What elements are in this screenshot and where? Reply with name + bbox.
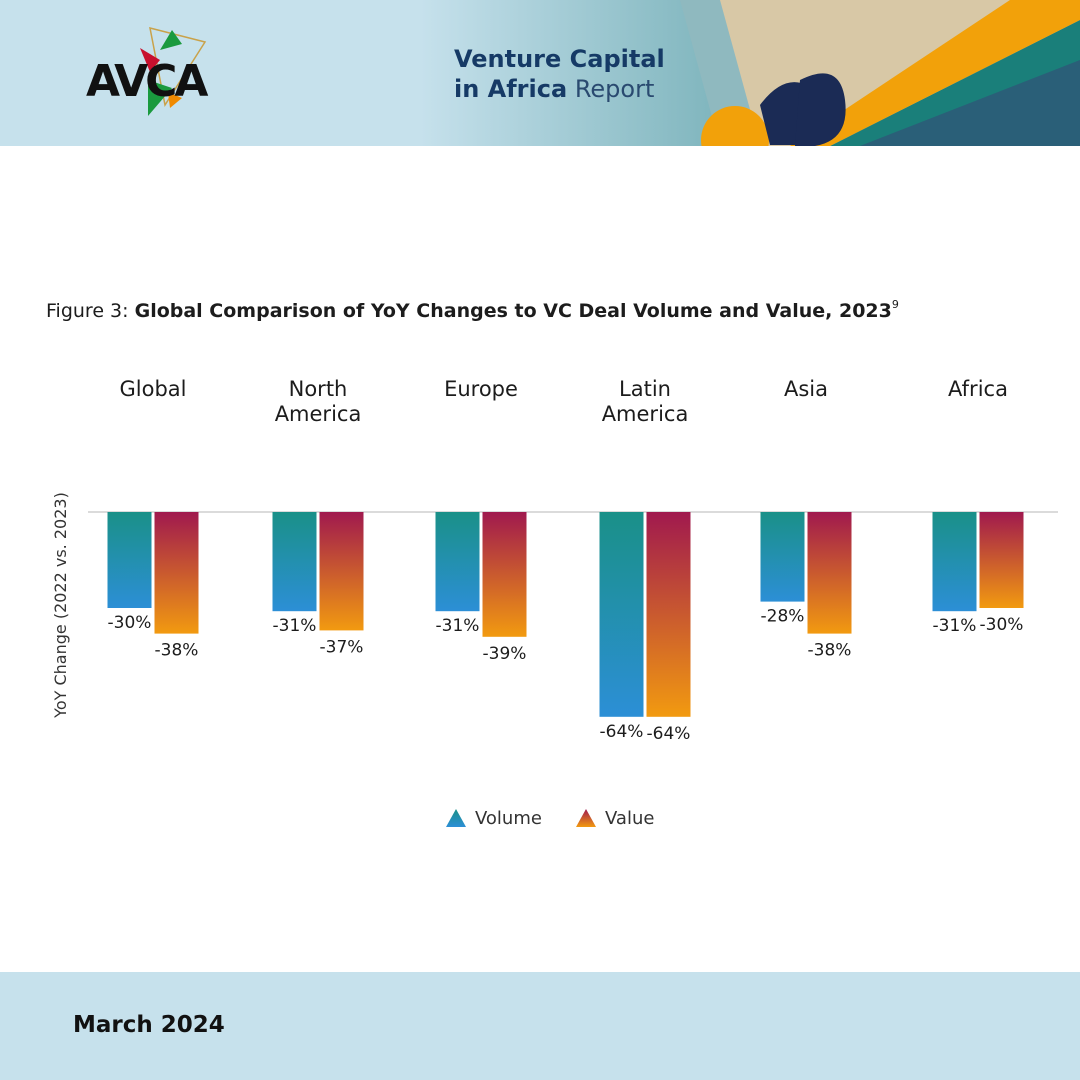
report-header: AVCA Venture Capital in Africa Report: [0, 0, 1080, 146]
category-label: North America: [275, 377, 362, 426]
figure-title-text: Global Comparison of YoY Changes to VC D…: [134, 300, 892, 322]
avca-logo: AVCA: [86, 56, 208, 107]
volume-bar: [107, 512, 152, 608]
value-data-label: -39%: [483, 644, 527, 664]
volume-bar: [932, 512, 977, 612]
value-bar: [979, 512, 1024, 608]
report-title-line1: Venture Capital: [454, 45, 665, 73]
value-bar: [154, 512, 199, 634]
figure-prefix: Figure 3:: [46, 300, 135, 322]
y-axis-label: YoY Change (2022 vs. 2023): [51, 492, 70, 719]
volume-bar: [272, 512, 317, 612]
value-data-label: -37%: [320, 637, 364, 657]
value-data-label: -30%: [980, 615, 1024, 635]
volume-bar: [599, 512, 644, 717]
category-label: Global: [120, 377, 187, 401]
bar-chart: YoY Change (2022 vs. 2023) Global North Ame…: [51, 377, 1058, 829]
category-label: Asia: [784, 377, 828, 401]
volume-data-label: -64%: [600, 722, 644, 742]
report-title: Venture Capital in Africa Report: [454, 44, 665, 104]
volume-legend-label: Volume: [475, 808, 542, 829]
banner-artwork: [140, 0, 1080, 146]
volume-legend-icon: [446, 809, 466, 827]
volume-data-label: -28%: [761, 607, 805, 627]
volume-data-label: -31%: [436, 616, 480, 636]
value-data-label: -64%: [647, 724, 691, 744]
volume-data-label: -30%: [108, 613, 152, 633]
volume-bar: [760, 512, 805, 602]
volume-bar: [435, 512, 480, 612]
category-label: Europe: [444, 377, 518, 401]
figure-footnote: 9: [891, 298, 899, 311]
value-bar: [482, 512, 527, 637]
volume-data-label: -31%: [933, 616, 977, 636]
report-title-line2-bold: in Africa: [454, 75, 568, 103]
value-data-label: -38%: [155, 641, 199, 661]
report-date: March 2024: [73, 1012, 225, 1038]
value-legend-label: Value: [605, 808, 654, 829]
report-title-line2-regular: Report: [574, 75, 655, 103]
value-bar: [807, 512, 852, 634]
report-footer: March 2024: [0, 972, 1080, 1080]
figure-title: Figure 3: Global Comparison of YoY Chang…: [46, 298, 899, 322]
value-bar: [646, 512, 691, 717]
value-legend-icon: [576, 809, 596, 827]
category-label: Africa: [948, 377, 1008, 401]
volume-data-label: -31%: [273, 616, 317, 636]
value-data-label: -38%: [808, 641, 852, 661]
value-bar: [319, 512, 364, 631]
category-label: Latin America: [602, 377, 689, 426]
